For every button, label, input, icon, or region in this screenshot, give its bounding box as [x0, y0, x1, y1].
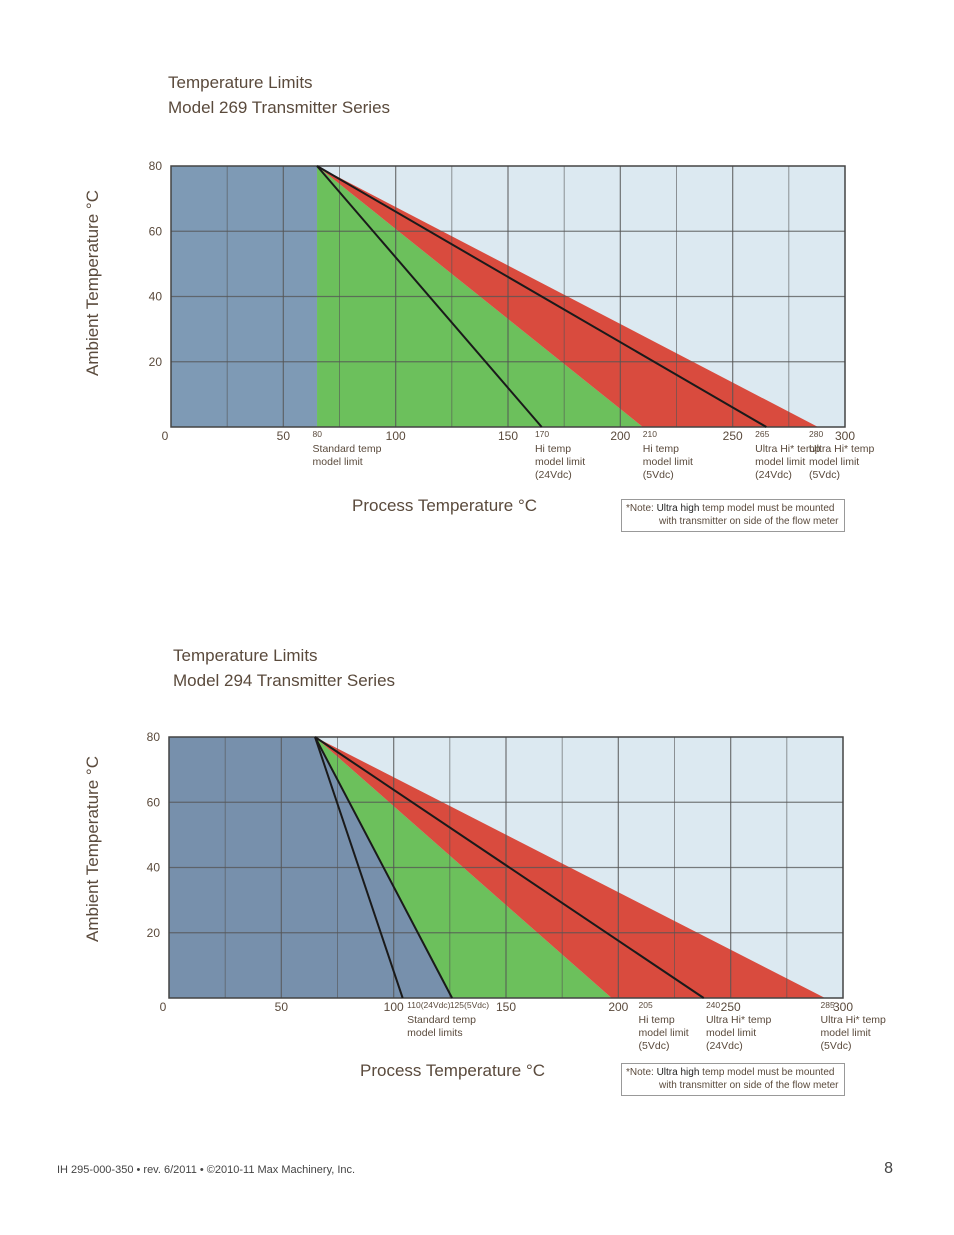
y-tick-label: 60 [149, 224, 163, 238]
annotation-label-2: Hi temp [643, 443, 679, 455]
annotation-value-1: 125(5Vdc) [450, 1000, 489, 1010]
annotation-value-1: 170 [535, 429, 549, 439]
plot-frame [168, 736, 844, 999]
annotation-value-2: 205 [639, 1000, 653, 1010]
chart1-note-strong: Ultra high [656, 503, 700, 514]
annotation-value-3: 240 [706, 1000, 720, 1010]
x-tick-label: 300 [835, 429, 855, 443]
y-tick-label: 80 [149, 159, 163, 173]
chart2-plot: 20 40 60 80 0 50 100 150 200 250 300 110(24Vdc) Stan… [147, 730, 887, 1052]
annotation-label-3: (24Vdc) [755, 469, 792, 481]
limit-line-0 [314, 736, 404, 999]
annotation-label-0: model limits [407, 1027, 462, 1039]
annotation-label-4: Ultra Hi* temp [821, 1014, 887, 1026]
chart1-note: *Note: Ultra high temp model must be mou… [621, 499, 845, 532]
annotation-label-3: (24Vdc) [706, 1040, 743, 1052]
annotation-label-1: Hi temp [535, 443, 571, 455]
y-tick-label: 20 [147, 926, 161, 940]
annotation-label-2: (5Vdc) [639, 1040, 670, 1052]
x-tick-label: 0 [160, 1000, 167, 1014]
x-tick-label: 50 [275, 1000, 289, 1014]
x-tick-label: 150 [496, 1000, 516, 1014]
chart2-title: Temperature Limits Model 294 Transmitter… [173, 643, 395, 693]
annotation-label-3: Ultra Hi* temp [706, 1014, 772, 1026]
annotation-label-3: Ultra Hi* temp [755, 443, 821, 455]
x-tick-label: 300 [833, 1000, 853, 1014]
chart2-note: *Note: Ultra high temp model must be mou… [621, 1063, 845, 1096]
plot-frame [170, 165, 846, 428]
chart1-x-axis-label: Process Temperature °C [352, 496, 538, 515]
annotation-label-1: (24Vdc) [535, 469, 572, 481]
annotation-value-0: 110(24Vdc) [407, 1000, 450, 1010]
limit-line-2 [314, 736, 705, 999]
chart2-note-rest: temp model must be mounted [699, 1067, 835, 1078]
limit-line-1 [314, 736, 453, 999]
annotation-label-2: model limit [643, 456, 693, 468]
annotation-label-0: Standard temp [313, 443, 382, 455]
x-tick-label: 0 [162, 429, 169, 443]
chart2-note-prefix: *Note: [626, 1067, 657, 1078]
chart1-note-rest: temp model must be mounted [699, 503, 835, 514]
annotation-value-4: 285 [821, 1000, 835, 1010]
annotation-value-0: 80 [313, 429, 323, 439]
chart1-title-line2: Model 269 Transmitter Series [168, 98, 391, 117]
y-tick-label: 40 [149, 290, 163, 304]
x-tick-label: 250 [721, 1000, 741, 1014]
annotation-label-4: (5Vdc) [809, 469, 840, 481]
chart2-note-line2: with transmitter on side of the flow met… [659, 1080, 839, 1091]
page-number: 8 [884, 1160, 893, 1177]
annotation-label-3: model limit [706, 1027, 756, 1039]
chart2-x-axis-label: Process Temperature °C [360, 1061, 546, 1080]
annotation-label-0: Standard temp [407, 1014, 476, 1026]
annotation-label-4: model limit [821, 1027, 871, 1039]
x-tick-label: 200 [608, 1000, 628, 1014]
annotation-label-0: model limit [313, 456, 363, 468]
annotation-label-2: (5Vdc) [643, 469, 674, 481]
chart1-note-line2: with transmitter on side of the flow met… [659, 516, 839, 527]
y-tick-label: 20 [149, 355, 163, 369]
y-tick-label: 40 [147, 861, 161, 875]
annotation-label-1: model limit [535, 456, 585, 468]
x-tick-label: 200 [610, 429, 630, 443]
chart2-note-strong: Ultra high [656, 1067, 700, 1078]
y-tick-label: 80 [147, 730, 161, 744]
annotation-label-4: (5Vdc) [821, 1040, 852, 1052]
annotation-value-2: 210 [643, 429, 657, 439]
annotation-label-3: model limit [755, 456, 805, 468]
chart2-title-line2: Model 294 Transmitter Series [173, 671, 396, 690]
footer-doc-info: IH 295-000-350 • rev. 6/2011 • ©2010-11 … [57, 1164, 356, 1176]
y-tick-label: 60 [147, 795, 161, 809]
x-tick-label: 50 [277, 429, 291, 443]
annotation-value-3: 265 [755, 429, 769, 439]
annotation-value-4: 280 [809, 429, 823, 439]
annotation-label-2: model limit [639, 1027, 689, 1039]
limit-line-0 [316, 165, 543, 428]
x-tick-label: 100 [386, 429, 406, 443]
chart1-title-line1: Temperature Limits [168, 73, 313, 92]
chart1-plot: 20 40 60 80 0 50 100 150 200 250 300 80 Standard tem… [149, 159, 875, 481]
x-tick-label: 100 [384, 1000, 404, 1014]
annotation-label-2: Hi temp [639, 1014, 675, 1026]
chart1-title: Temperature Limits Model 269 Transmitter… [168, 70, 390, 120]
annotation-label-4: model limit [809, 456, 859, 468]
x-tick-label: 150 [498, 429, 518, 443]
chart2-title-line1: Temperature Limits [173, 646, 318, 665]
limit-line-1 [316, 165, 767, 428]
annotation-label-4: Ultra Hi* temp [809, 443, 875, 455]
chart1-note-prefix: *Note: [626, 503, 657, 514]
x-tick-label: 250 [723, 429, 743, 443]
